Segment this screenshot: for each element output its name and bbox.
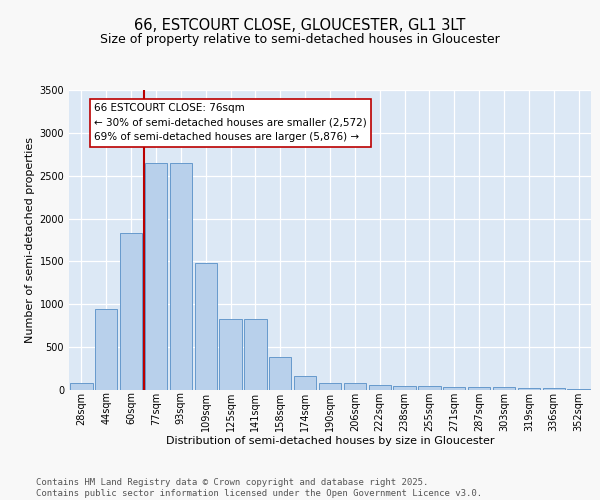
Bar — [294, 376, 316, 390]
Bar — [344, 383, 366, 390]
Bar — [542, 388, 565, 390]
Bar — [244, 319, 266, 390]
Bar — [568, 388, 590, 390]
Bar — [70, 383, 92, 390]
Bar — [493, 388, 515, 390]
Bar — [145, 163, 167, 390]
Bar — [120, 233, 142, 390]
X-axis label: Distribution of semi-detached houses by size in Gloucester: Distribution of semi-detached houses by … — [166, 436, 494, 446]
Bar — [95, 308, 118, 390]
Bar — [418, 386, 440, 390]
Text: Contains HM Land Registry data © Crown copyright and database right 2025.
Contai: Contains HM Land Registry data © Crown c… — [36, 478, 482, 498]
Text: 66, ESTCOURT CLOSE, GLOUCESTER, GL1 3LT: 66, ESTCOURT CLOSE, GLOUCESTER, GL1 3LT — [134, 18, 466, 32]
Bar — [194, 263, 217, 390]
Text: Size of property relative to semi-detached houses in Gloucester: Size of property relative to semi-detach… — [100, 32, 500, 46]
Bar — [468, 387, 490, 390]
Bar — [368, 386, 391, 390]
Bar — [269, 358, 292, 390]
Bar — [394, 386, 416, 390]
Text: 66 ESTCOURT CLOSE: 76sqm
← 30% of semi-detached houses are smaller (2,572)
69% o: 66 ESTCOURT CLOSE: 76sqm ← 30% of semi-d… — [94, 103, 367, 142]
Bar — [518, 388, 540, 390]
Bar — [319, 383, 341, 390]
Bar — [220, 319, 242, 390]
Bar — [170, 163, 192, 390]
Bar — [443, 388, 466, 390]
Y-axis label: Number of semi-detached properties: Number of semi-detached properties — [25, 137, 35, 343]
